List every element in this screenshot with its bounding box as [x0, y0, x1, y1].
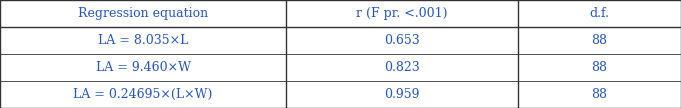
Text: 0.823: 0.823 [384, 61, 419, 74]
Bar [286, 0, 518, 27]
Bar [0, 27, 286, 54]
Bar [286, 27, 518, 54]
Bar [518, 81, 681, 108]
Bar [0, 54, 286, 81]
Text: 88: 88 [591, 61, 607, 74]
Text: 0.653: 0.653 [384, 34, 419, 47]
Text: LA = 8.035×L: LA = 8.035×L [98, 34, 188, 47]
Bar [286, 81, 518, 108]
Bar [518, 27, 681, 54]
Text: 0.959: 0.959 [384, 88, 419, 101]
Bar [0, 81, 286, 108]
Bar [518, 0, 681, 27]
Bar [518, 54, 681, 81]
Bar [0, 0, 286, 27]
Bar [286, 54, 518, 81]
Text: d.f.: d.f. [589, 7, 609, 20]
Text: r (F pr. <.001): r (F pr. <.001) [356, 7, 447, 20]
Text: 88: 88 [591, 34, 607, 47]
Text: Regression equation: Regression equation [78, 7, 208, 20]
Text: 88: 88 [591, 88, 607, 101]
Text: LA = 9.460×W: LA = 9.460×W [95, 61, 191, 74]
Text: LA = 0.24695×(L×W): LA = 0.24695×(L×W) [74, 88, 212, 101]
